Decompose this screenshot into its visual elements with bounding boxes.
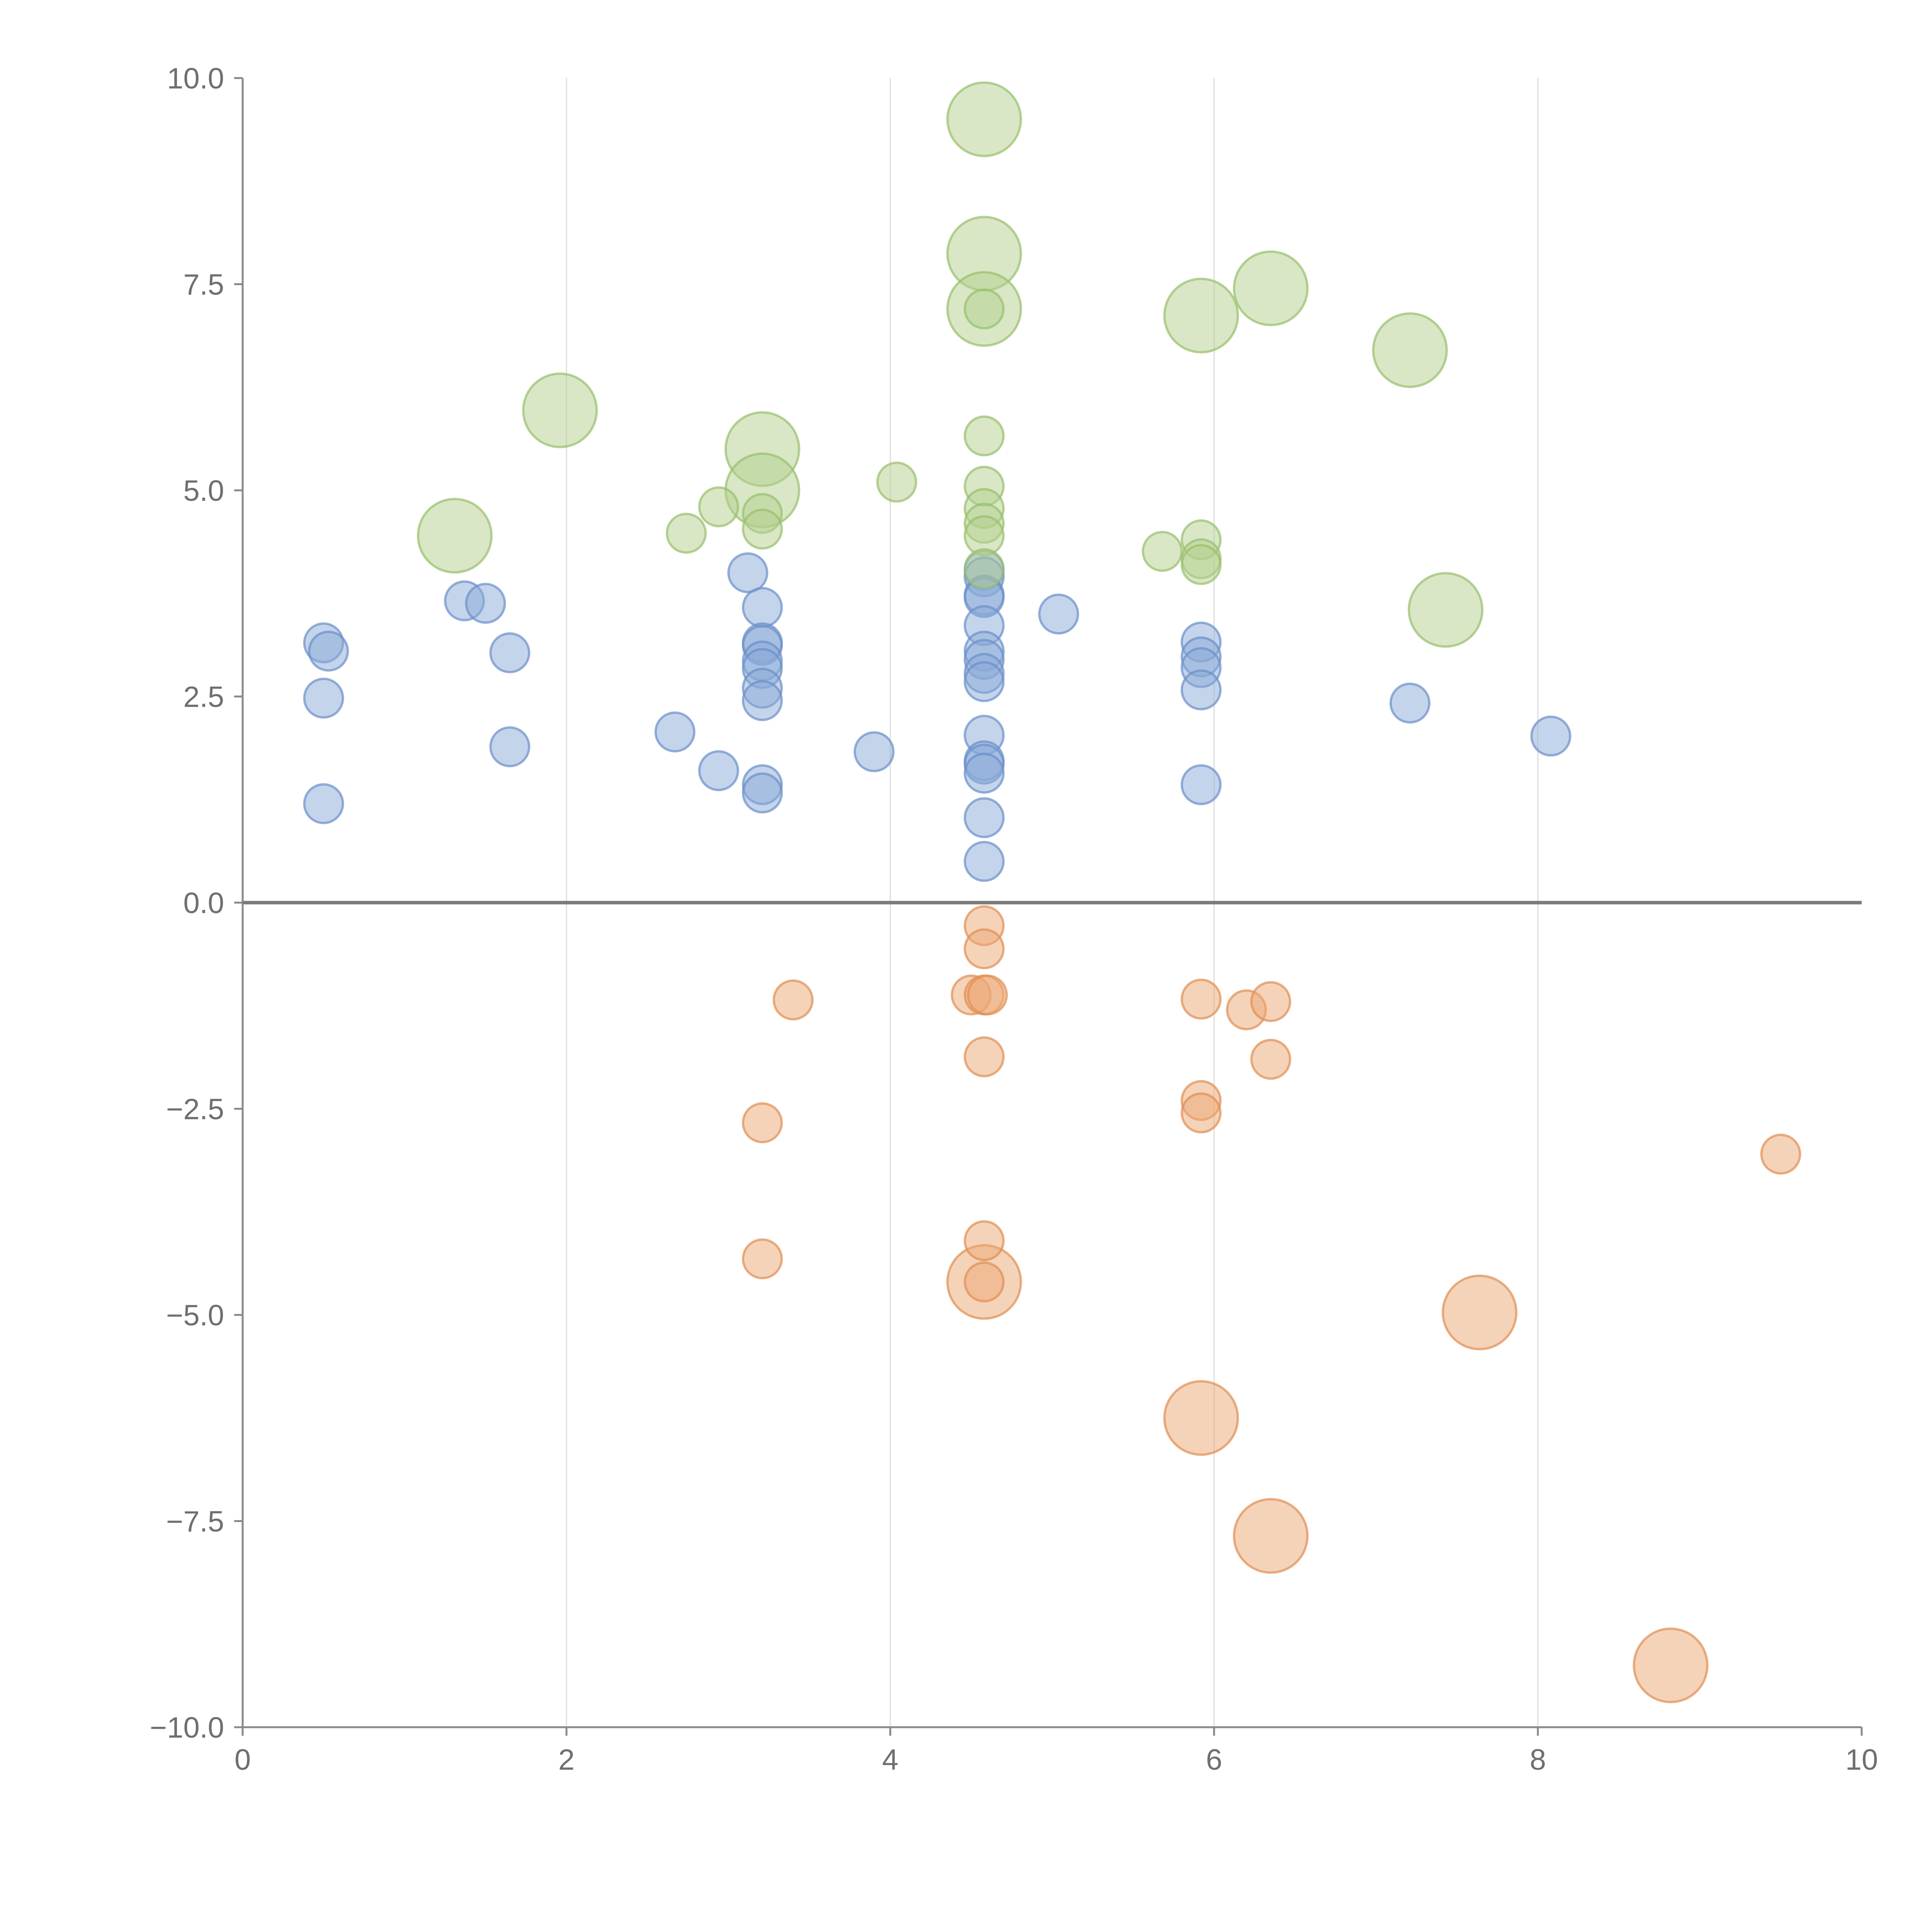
orange-bubble-point[interactable] <box>772 979 814 1020</box>
blue-bubble-point[interactable] <box>303 783 344 824</box>
blue-bubble-point[interactable] <box>727 552 769 594</box>
orange-bubble-point[interactable] <box>967 975 1008 1016</box>
bubble-layer <box>303 81 1801 1703</box>
orange-bubble-point[interactable] <box>1233 1498 1309 1574</box>
orange-bubble-point[interactable] <box>742 1238 783 1279</box>
green-bubble-point[interactable] <box>964 288 1005 330</box>
orange-bubble-point[interactable] <box>742 1102 783 1143</box>
green-bubble-point[interactable] <box>698 486 739 527</box>
orange-bubble-point[interactable] <box>1250 981 1291 1022</box>
blue-bubble-point[interactable] <box>742 587 783 628</box>
axis-layer: 0 2 4 6 8 10 10.0 7.5 5.0 2.5 0.0 −2.5 −5.0 −7.5 −10.0 <box>150 62 1878 1776</box>
blue-bubble-point[interactable] <box>489 632 531 673</box>
orange-bubble-point[interactable] <box>1180 1092 1222 1134</box>
y-tick-label: 2.5 <box>183 681 224 714</box>
blue-bubble-point[interactable] <box>465 583 506 624</box>
blue-bubble-point[interactable] <box>742 680 783 721</box>
blue-bubble-point[interactable] <box>1038 594 1079 635</box>
green-bubble-point[interactable] <box>1163 277 1239 354</box>
y-tick-label: −2.5 <box>166 1093 224 1126</box>
green-bubble-point[interactable] <box>522 372 598 449</box>
orange-bubble-point[interactable] <box>1442 1274 1518 1350</box>
green-bubble-point[interactable] <box>1141 531 1183 572</box>
y-tick-label: 7.5 <box>183 269 224 301</box>
green-bubble-point[interactable] <box>742 509 783 550</box>
y-tick-label: 5.0 <box>183 474 224 507</box>
green-bubble-point[interactable] <box>1233 250 1309 327</box>
blue-bubble-point[interactable] <box>308 631 349 672</box>
y-tick-label: −10.0 <box>150 1711 224 1744</box>
x-tick-label: 10 <box>1845 1743 1878 1776</box>
green-bubble-point[interactable] <box>876 461 917 503</box>
blue-bubble-point[interactable] <box>742 772 783 814</box>
orange-bubble-point[interactable] <box>1760 1133 1801 1175</box>
blue-bubble-point[interactable] <box>1530 715 1571 757</box>
x-tick-label: 8 <box>1530 1743 1546 1776</box>
green-bubble-point[interactable] <box>1180 544 1222 585</box>
blue-bubble-point[interactable] <box>854 731 895 772</box>
x-tick-label: 6 <box>1206 1743 1222 1776</box>
blue-bubble-point[interactable] <box>964 797 1005 838</box>
y-tick-label: −5.0 <box>166 1299 224 1332</box>
green-bubble-point[interactable] <box>964 415 1005 457</box>
orange-bubble-point[interactable] <box>964 1261 1005 1303</box>
blue-bubble-point[interactable] <box>698 750 739 791</box>
orange-bubble-point[interactable] <box>1633 1627 1709 1703</box>
green-bubble-point[interactable] <box>417 498 493 574</box>
y-tick-label: 0.0 <box>183 887 224 920</box>
orange-bubble-point[interactable] <box>1250 1039 1291 1080</box>
orange-bubble-point[interactable] <box>964 928 1005 969</box>
blue-bubble-point[interactable] <box>1180 764 1222 805</box>
blue-bubble-point[interactable] <box>1389 682 1430 724</box>
orange-bubble-point[interactable] <box>1180 978 1222 1020</box>
orange-bubble-point[interactable] <box>964 1220 1005 1261</box>
x-tick-label: 4 <box>882 1743 898 1776</box>
blue-bubble-point[interactable] <box>964 841 1005 882</box>
blue-bubble-point[interactable] <box>303 677 344 719</box>
green-bubble-point[interactable] <box>964 548 1005 589</box>
y-tick-label: −7.5 <box>166 1505 224 1538</box>
blue-bubble-point[interactable] <box>964 661 1005 702</box>
blue-bubble-point[interactable] <box>964 752 1005 794</box>
x-tick-label: 2 <box>558 1743 575 1776</box>
green-bubble-point[interactable] <box>1372 312 1448 388</box>
blue-bubble-point[interactable] <box>654 711 696 753</box>
orange-bubble-point[interactable] <box>964 1036 1005 1078</box>
x-tick-label: 0 <box>235 1743 251 1776</box>
orange-bubble-point[interactable] <box>1163 1380 1239 1456</box>
blue-bubble-point[interactable] <box>489 726 531 767</box>
y-tick-label: 10.0 <box>167 62 224 95</box>
green-bubble-point[interactable] <box>666 512 707 554</box>
blue-bubble-point[interactable] <box>1180 669 1222 711</box>
green-bubble-point[interactable] <box>1408 572 1484 648</box>
green-bubble-point[interactable] <box>946 81 1022 157</box>
